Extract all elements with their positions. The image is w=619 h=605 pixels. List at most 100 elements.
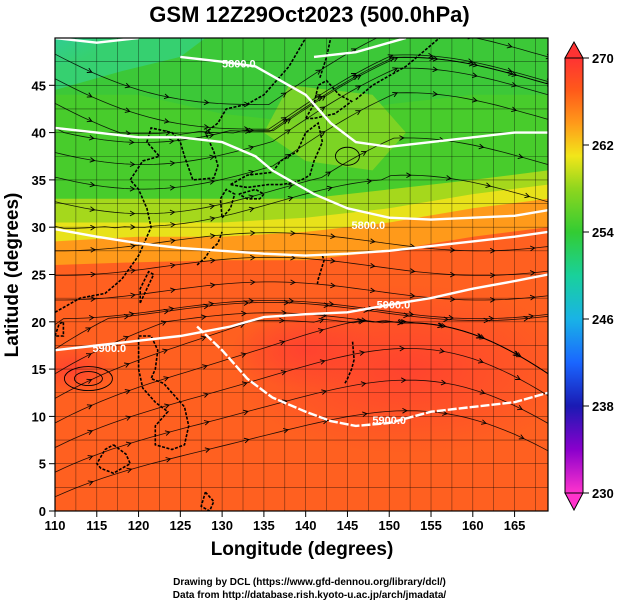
streamline-arrow bbox=[170, 222, 176, 228]
streamline-arrow bbox=[209, 154, 216, 161]
streamline-arrow bbox=[529, 245, 536, 252]
streamline-arrow bbox=[86, 67, 93, 73]
streamline-arrow bbox=[467, 58, 474, 64]
streamline-arrow bbox=[209, 257, 216, 264]
streamline-arrow bbox=[325, 171, 332, 177]
streamline-arrow bbox=[248, 145, 255, 151]
streamline-arrow bbox=[86, 92, 93, 98]
streamline-arrow bbox=[129, 139, 135, 145]
coastline-mainland-asia bbox=[55, 38, 307, 313]
streamline-arrow bbox=[529, 294, 536, 301]
streamline-arrow bbox=[550, 118, 555, 123]
credit-line-data: Data from http://database.rish.kyoto-u.a… bbox=[172, 590, 447, 601]
streamline-arrow bbox=[170, 238, 176, 244]
streamline-arrow bbox=[279, 317, 285, 324]
streamline-arrow bbox=[511, 106, 517, 113]
x-tick-label: 110 bbox=[45, 518, 66, 533]
streamline-arrow bbox=[125, 415, 132, 421]
streamline-arrow bbox=[279, 340, 286, 346]
streamline-arrow bbox=[428, 52, 434, 59]
streamline-arrow bbox=[240, 352, 247, 358]
streamline-arrow bbox=[406, 172, 412, 178]
streamline-arrow bbox=[432, 91, 439, 97]
vortex-ring bbox=[73, 371, 103, 387]
streamline-arrow bbox=[242, 409, 249, 416]
vortex-ring bbox=[335, 146, 360, 166]
streamline-arrow bbox=[488, 315, 495, 322]
streamline-arrow bbox=[90, 296, 97, 302]
streamline-arrow bbox=[163, 376, 170, 382]
x-tick-label: 160 bbox=[462, 518, 484, 533]
streamline-arrow bbox=[200, 335, 207, 342]
streamline-arrow bbox=[557, 165, 562, 170]
colorbar-tick-label: 238 bbox=[592, 399, 614, 414]
contour-5800-north bbox=[180, 55, 548, 149]
streamline-arrow bbox=[86, 117, 93, 123]
streamline-arrow bbox=[328, 301, 335, 307]
streamline-arrow bbox=[86, 378, 93, 384]
streamline-arrow bbox=[209, 216, 216, 222]
x-tick-label: 130 bbox=[211, 518, 233, 533]
streamline-arrow bbox=[280, 370, 287, 376]
streamline-arrow bbox=[290, 230, 296, 236]
streamline-arrow bbox=[287, 183, 294, 190]
streamline bbox=[55, 347, 548, 448]
y-tick-label: 30 bbox=[32, 220, 46, 235]
coastline-sakhalin bbox=[319, 38, 332, 78]
streamline-arrow bbox=[280, 117, 287, 123]
streamline-arrow bbox=[85, 353, 92, 359]
streamline bbox=[55, 54, 548, 130]
heatmap-plot-area: 5800.0 5800.0 5900.0 5900.0 5900.0 110 115 120… bbox=[32, 29, 562, 533]
streamline-arrow bbox=[362, 411, 368, 417]
streamline-arrow bbox=[130, 268, 136, 274]
colorbar: 230 238 246 254 262 270 bbox=[564, 40, 614, 512]
colorbar-tick-label: 246 bbox=[592, 312, 614, 327]
x-tick-label: 135 bbox=[253, 518, 275, 533]
x-tick-label: 145 bbox=[337, 518, 359, 533]
streamline-arrow bbox=[428, 29, 433, 34]
streamline-arrow bbox=[87, 455, 94, 461]
streamline-arrow bbox=[481, 419, 487, 425]
x-tick-label: 115 bbox=[86, 518, 107, 533]
colorbar-scale bbox=[564, 57, 584, 494]
streamline bbox=[55, 137, 548, 215]
streamline-arrow bbox=[89, 206, 96, 212]
streamline-arrow bbox=[126, 467, 133, 474]
streamline-arrow bbox=[330, 258, 336, 264]
streamline-arrow bbox=[366, 178, 373, 185]
streamline-arrow bbox=[165, 130, 172, 136]
y-tick-label: 40 bbox=[32, 126, 46, 141]
streamline-arrow bbox=[203, 420, 210, 426]
contour-5800-ne bbox=[313, 38, 407, 59]
streamline-arrow bbox=[409, 268, 416, 274]
colorbar-tick-label: 262 bbox=[592, 138, 614, 153]
streamline-arrow bbox=[361, 317, 367, 323]
streamline-arrow bbox=[445, 175, 452, 181]
streamline-arrow bbox=[281, 310, 287, 316]
streamline-arrow bbox=[359, 350, 366, 356]
contour-label: 5900.0 bbox=[372, 415, 406, 427]
streamline-arrow bbox=[170, 262, 176, 269]
streamline-arrow bbox=[485, 182, 492, 189]
streamline-arrow bbox=[318, 328, 324, 334]
y-tick-label: 20 bbox=[32, 315, 46, 330]
streamline-arrow bbox=[360, 381, 367, 387]
streamline-arrow bbox=[355, 110, 362, 116]
y-tick-label: 15 bbox=[32, 362, 46, 377]
streamline-arrow bbox=[90, 247, 97, 253]
coastline-borneo bbox=[95, 444, 132, 475]
streamline-arrow bbox=[392, 91, 399, 98]
streamline-arrow bbox=[130, 224, 136, 230]
streamline-arrow bbox=[129, 161, 136, 168]
streamline-arrow bbox=[432, 66, 439, 73]
streamline-arrow bbox=[517, 153, 524, 160]
streamline-arrow bbox=[515, 352, 522, 358]
streamline-arrow bbox=[205, 129, 211, 135]
streamline-arrow bbox=[551, 83, 556, 88]
streamline-arrow bbox=[169, 138, 175, 145]
streamline-arrow bbox=[330, 233, 336, 240]
streamline-arrow bbox=[409, 292, 416, 299]
streamline-arrow bbox=[280, 92, 287, 98]
streamline-arrow bbox=[479, 334, 486, 340]
streamline-arrow bbox=[489, 272, 496, 279]
